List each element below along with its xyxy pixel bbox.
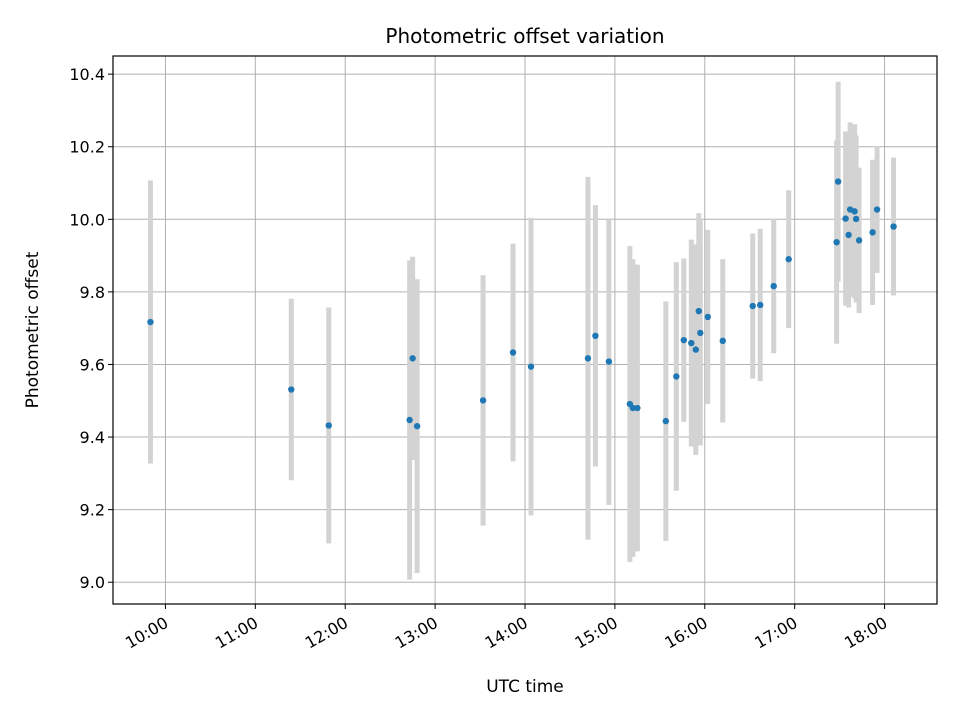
x-tick-label: 13:00 xyxy=(392,613,441,653)
data-point xyxy=(695,307,702,315)
data-point xyxy=(852,215,860,223)
data-point xyxy=(680,336,688,344)
y-tick-label: 10.4 xyxy=(69,65,105,84)
data-point xyxy=(413,422,421,430)
x-tick-label: 18:00 xyxy=(841,613,890,653)
data-point xyxy=(873,206,881,213)
data-point xyxy=(785,256,792,263)
data-point xyxy=(409,355,416,362)
data-point xyxy=(842,215,849,222)
data-point xyxy=(634,404,641,412)
y-tick-label: 9.6 xyxy=(80,355,105,374)
data-point xyxy=(662,417,670,425)
data-point xyxy=(719,337,726,345)
data-point xyxy=(406,416,413,424)
data-point xyxy=(147,318,154,326)
x-tick-label: 12:00 xyxy=(302,613,351,653)
data-point xyxy=(845,231,852,239)
x-tick-label: 16:00 xyxy=(661,613,710,653)
y-tick-label: 9.2 xyxy=(80,501,105,520)
data-point xyxy=(592,332,599,340)
x-tick-label: 11:00 xyxy=(212,613,261,653)
data-point xyxy=(605,358,613,365)
data-point xyxy=(749,302,756,310)
x-tick-label: 17:00 xyxy=(751,613,800,653)
data-point xyxy=(629,404,637,412)
data-point xyxy=(890,223,897,230)
y-axis-ticks: 9.0 9.2 9.4 9.6 9.8 10.0 10.2 10.4 xyxy=(69,65,113,592)
x-tick-label: 14:00 xyxy=(482,613,531,653)
y-tick-label: 9.8 xyxy=(80,283,105,302)
y-tick-label: 9.0 xyxy=(80,573,105,592)
data-point xyxy=(704,313,711,321)
data-point xyxy=(855,237,863,244)
data-point xyxy=(527,363,535,370)
x-axis-ticks: 10:00 11:00 12:00 13:00 14:00 15:00 16:00 17:00… xyxy=(122,604,891,653)
y-tick-label: 10.0 xyxy=(69,210,105,229)
y-tick-label: 10.2 xyxy=(69,138,105,157)
data-point xyxy=(325,422,332,429)
data-point xyxy=(479,397,487,404)
x-tick-label: 10:00 xyxy=(122,613,171,653)
data-point xyxy=(833,238,840,246)
plot-frame xyxy=(112,55,938,605)
y-tick-label: 9.4 xyxy=(80,428,105,447)
y-axis-label: Photometric offset xyxy=(23,251,43,408)
data-point xyxy=(757,301,764,309)
data-point xyxy=(688,339,695,347)
data-point xyxy=(851,208,858,215)
data-point xyxy=(584,355,592,362)
data-point xyxy=(697,329,704,337)
data-point xyxy=(834,178,842,185)
data-point xyxy=(692,346,699,353)
grid xyxy=(113,56,937,604)
x-axis-label: UTC time xyxy=(486,677,564,697)
data-point xyxy=(288,386,295,393)
data-point xyxy=(869,229,876,236)
data-point xyxy=(673,373,680,380)
data-points xyxy=(147,178,897,430)
chart-title: Photometric offset variation xyxy=(385,24,664,48)
data-point xyxy=(770,282,777,290)
error-bars xyxy=(147,81,897,580)
data-point xyxy=(509,349,517,356)
x-tick-label: 15:00 xyxy=(571,613,620,653)
